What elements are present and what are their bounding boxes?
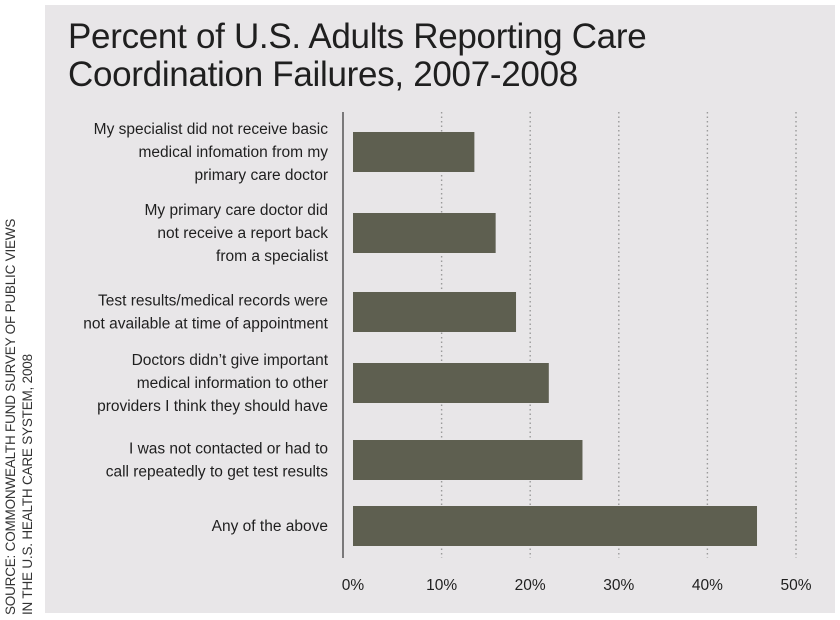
chart-title-line-1: Percent of U.S. Adults Reporting Care <box>68 17 647 56</box>
category-label-1-line-1: My specialist did not receive basic <box>94 121 329 138</box>
bar-4 <box>353 363 549 403</box>
category-label-2-line-2: not receive a report back <box>157 225 328 242</box>
x-tick-label-10: 10% <box>426 577 457 594</box>
x-tick-label-0: 0% <box>342 577 365 594</box>
category-label-3-line-2: not available at time of appointment <box>83 316 328 333</box>
x-tick-label-40: 40% <box>692 577 723 594</box>
category-label-4-line-3: providers I think they should have <box>97 398 328 415</box>
category-label-3-line-1: Test results/medical records were <box>98 293 328 310</box>
bar-2 <box>353 213 496 253</box>
bar-3 <box>353 292 517 332</box>
category-label-6-line-1: Any of the above <box>212 518 328 535</box>
chart-title-line-2: Coordination Failures, 2007-2008 <box>68 55 578 94</box>
bar-1 <box>353 132 475 172</box>
bar-5 <box>353 440 583 480</box>
bar-6 <box>353 506 758 546</box>
category-label-4-line-1: Doctors didn’t give important <box>132 352 329 369</box>
category-label-2-line-1: My primary care doctor did <box>145 202 328 219</box>
x-tick-label-50: 50% <box>780 577 811 594</box>
x-tick-label-30: 30% <box>603 577 634 594</box>
x-tick-label-20: 20% <box>515 577 546 594</box>
category-label-2-line-3: from a specialist <box>216 248 329 265</box>
category-label-5-line-2: call repeatedly to get test results <box>106 464 329 481</box>
category-label-5-line-1: I was not contacted or had to <box>129 441 328 458</box>
category-label-1-line-2: medical infomation from my <box>138 144 328 161</box>
category-label-1-line-3: primary care doctor <box>194 167 328 184</box>
chart-title: Percent of U.S. Adults Reporting Care Co… <box>68 18 808 94</box>
category-label-4-line-2: medical information to other <box>137 375 328 392</box>
